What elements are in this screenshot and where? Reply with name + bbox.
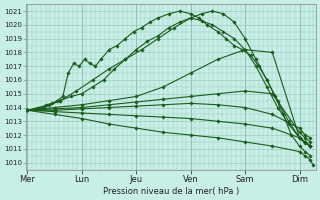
X-axis label: Pression niveau de la mer( hPa ): Pression niveau de la mer( hPa ): [103, 187, 239, 196]
